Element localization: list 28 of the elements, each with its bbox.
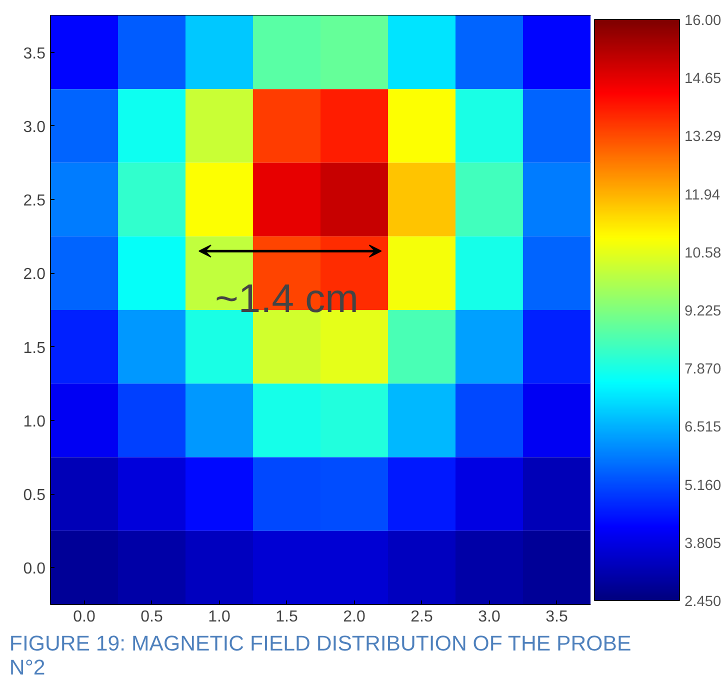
y-tick-label: 2.5 xyxy=(23,192,46,210)
y-tick-label: 1.0 xyxy=(23,413,46,430)
caption: FIGURE 19: MAGNETIC FIELD DISTRIBUTION OF THE PROBE N°2 xyxy=(9,632,632,680)
color-bar-label: 10.58 xyxy=(684,245,722,262)
y-tick-label: 3.0 xyxy=(23,118,46,136)
y-tick-label: 1.5 xyxy=(23,340,46,357)
color-bar-label: 9.225 xyxy=(684,304,722,320)
color-bar-label: 11.94 xyxy=(684,187,720,204)
x-tick-label: 1.0 xyxy=(208,608,230,626)
y-tick-label: 2.0 xyxy=(23,266,46,284)
color-bar-label: 5.160 xyxy=(684,478,722,494)
x-tick-label: 2.5 xyxy=(410,608,433,626)
y-tick-label: 3.5 xyxy=(23,45,46,62)
x-tick-label: 3.0 xyxy=(478,608,500,626)
x-tick-label: 2.0 xyxy=(343,608,366,626)
color-bar-label: 16.00 xyxy=(684,13,722,29)
x-tick-label: 1.5 xyxy=(276,608,298,626)
x-tick-label: 0.0 xyxy=(73,608,96,626)
color-bar-label: 3.805 xyxy=(684,536,722,552)
y-tick-label: 0.5 xyxy=(23,487,46,504)
y-tick-label: 0.0 xyxy=(23,560,46,578)
color-bar-label: 2.450 xyxy=(684,594,722,610)
color-bar-label: 7.870 xyxy=(684,362,722,378)
color-bar-label: 14.65 xyxy=(684,71,722,88)
color-bar-label: 13.29 xyxy=(684,129,722,146)
x-tick-label: 0.5 xyxy=(140,608,163,626)
color-bar-label: 6.515 xyxy=(684,420,722,436)
x-tick-label: 3.5 xyxy=(546,608,568,626)
